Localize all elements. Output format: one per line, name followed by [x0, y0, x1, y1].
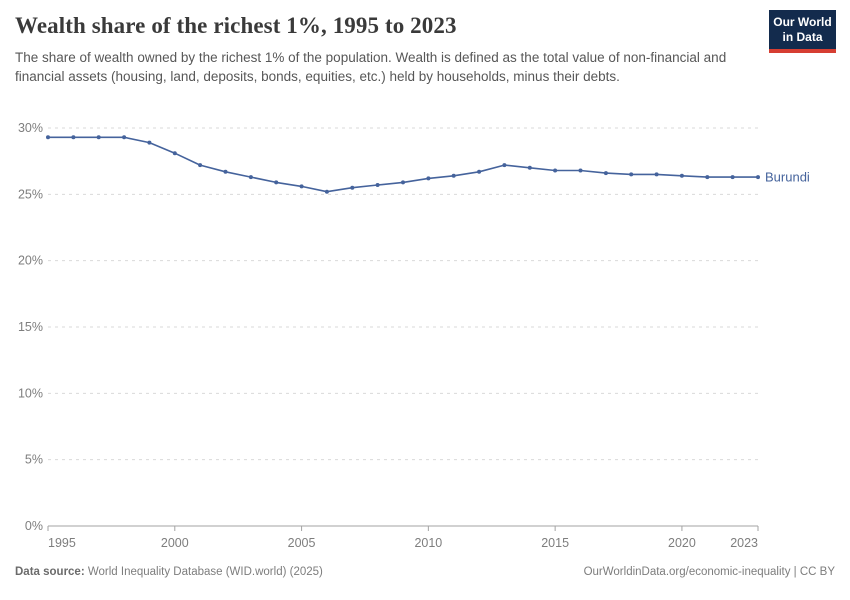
- x-tick-label: 2015: [541, 536, 569, 550]
- chart-header: Wealth share of the richest 1%, 1995 to …: [0, 0, 850, 86]
- data-point[interactable]: [756, 175, 760, 180]
- series-end-label[interactable]: Burundi: [765, 170, 810, 185]
- logo-line2: in Data: [782, 30, 823, 44]
- data-point[interactable]: [679, 173, 684, 178]
- data-point[interactable]: [274, 180, 279, 185]
- data-point[interactable]: [46, 135, 50, 140]
- x-tick-label: 2020: [668, 536, 696, 550]
- data-point[interactable]: [527, 165, 532, 170]
- data-point[interactable]: [603, 171, 608, 176]
- data-point[interactable]: [654, 172, 659, 177]
- x-tick-label: 2023: [730, 536, 758, 550]
- data-point[interactable]: [426, 176, 431, 181]
- data-point[interactable]: [502, 163, 507, 168]
- y-tick-label: 0%: [25, 519, 43, 533]
- data-point[interactable]: [350, 185, 355, 190]
- y-tick-label: 5%: [25, 453, 43, 467]
- data-point[interactable]: [198, 163, 203, 168]
- data-point[interactable]: [451, 173, 456, 178]
- data-source-value: World Inequality Database (WID.world) (2…: [84, 566, 323, 578]
- data-point[interactable]: [71, 135, 76, 140]
- page-title: Wealth share of the richest 1%, 1995 to …: [15, 13, 457, 38]
- line-chart[interactable]: 0% 5% 10% 15% 20% 25% 30% 1995 2000 2005 2010 2015 2…: [0, 112, 850, 560]
- x-tick-label: 2005: [288, 536, 316, 550]
- data-source-label: Data source:: [15, 566, 85, 578]
- x-tick-label: 2000: [161, 536, 189, 550]
- data-point[interactable]: [172, 151, 177, 156]
- chart-footer: Data source: World Inequality Database (…: [0, 566, 850, 578]
- y-tick-label: 10%: [18, 386, 43, 400]
- data-point[interactable]: [401, 180, 405, 185]
- data-point[interactable]: [122, 135, 127, 140]
- data-point[interactable]: [324, 189, 329, 194]
- y-tick-label: 15%: [18, 320, 43, 334]
- data-point[interactable]: [730, 175, 735, 180]
- logo-line1: Our World: [773, 15, 832, 29]
- credit-link[interactable]: OurWorldinData.org/economic-inequality |…: [583, 566, 835, 578]
- data-point[interactable]: [629, 172, 634, 177]
- data-point[interactable]: [248, 175, 253, 180]
- data-point[interactable]: [375, 183, 380, 187]
- data-source: Data source: World Inequality Database (…: [15, 566, 323, 578]
- data-point[interactable]: [147, 140, 152, 145]
- data-point[interactable]: [223, 169, 228, 174]
- data-point[interactable]: [299, 184, 304, 189]
- data-point[interactable]: [477, 169, 482, 174]
- data-point[interactable]: [705, 175, 710, 180]
- data-point[interactable]: [578, 168, 583, 173]
- data-point[interactable]: [553, 168, 558, 173]
- data-point[interactable]: [96, 135, 101, 140]
- y-tick-label: 30%: [18, 121, 43, 135]
- y-tick-label: 25%: [18, 187, 43, 201]
- x-tick-label: 1995: [48, 536, 76, 550]
- x-tick-label: 2010: [414, 536, 442, 550]
- chart-subtitle: The share of wealth owned by the richest…: [15, 50, 727, 85]
- y-tick-label: 20%: [18, 254, 43, 268]
- owid-logo[interactable]: Our World in Data: [769, 10, 836, 53]
